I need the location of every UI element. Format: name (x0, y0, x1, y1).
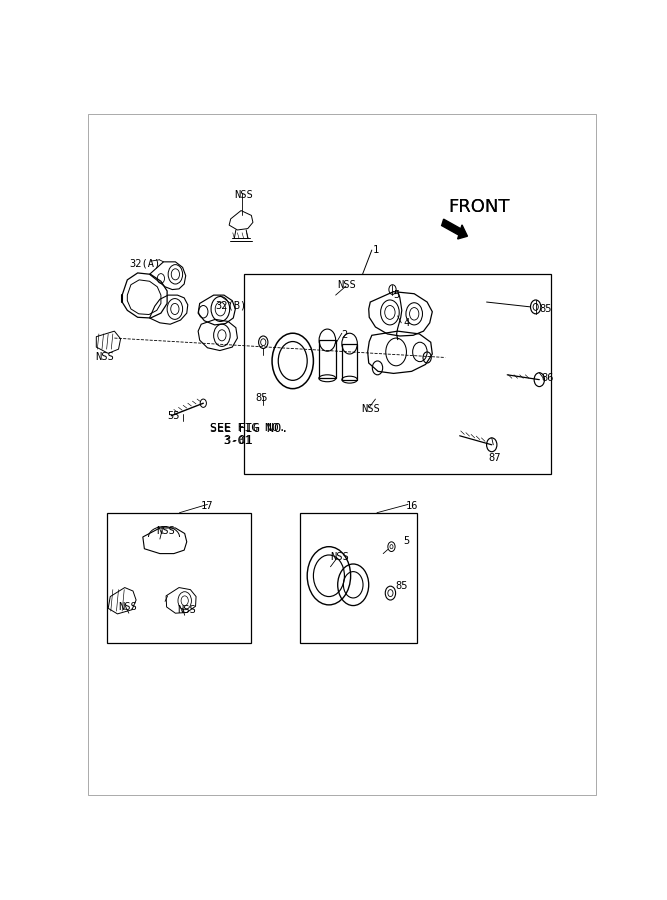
Text: 32(A): 32(A) (130, 259, 161, 269)
Text: 5: 5 (404, 536, 410, 546)
Text: 85: 85 (255, 392, 268, 402)
Text: 55: 55 (167, 411, 180, 421)
Polygon shape (319, 340, 336, 378)
Text: NSS: NSS (234, 190, 253, 200)
Text: NSS: NSS (177, 606, 196, 616)
Text: 85: 85 (540, 304, 552, 314)
Text: 86: 86 (542, 374, 554, 383)
Polygon shape (342, 344, 358, 380)
Text: 87: 87 (488, 453, 500, 463)
Text: FRONT: FRONT (448, 198, 510, 216)
Bar (301, 513, 417, 643)
Text: NSS: NSS (95, 353, 115, 363)
Text: FRONT: FRONT (448, 198, 510, 216)
Text: 32(B): 32(B) (215, 301, 246, 310)
Text: NSS: NSS (118, 602, 137, 612)
Text: NSS: NSS (338, 280, 356, 290)
Text: 5: 5 (393, 290, 400, 300)
FancyArrow shape (442, 219, 468, 239)
Text: 1: 1 (372, 245, 379, 255)
Text: NSS: NSS (361, 404, 380, 415)
Text: SEE FIG NO.: SEE FIG NO. (210, 422, 288, 435)
Text: NSS: NSS (157, 526, 175, 536)
Bar (107, 513, 251, 643)
Text: SEE FIG NO.: SEE FIG NO. (210, 423, 285, 433)
Text: 85: 85 (395, 581, 408, 591)
Text: 3-01: 3-01 (210, 434, 253, 447)
Text: 4: 4 (404, 318, 410, 328)
Text: 16: 16 (406, 501, 418, 511)
Text: 2: 2 (342, 330, 348, 340)
Text: 3-01: 3-01 (210, 436, 251, 446)
Text: 17: 17 (201, 501, 213, 511)
Text: NSS: NSS (330, 552, 349, 562)
